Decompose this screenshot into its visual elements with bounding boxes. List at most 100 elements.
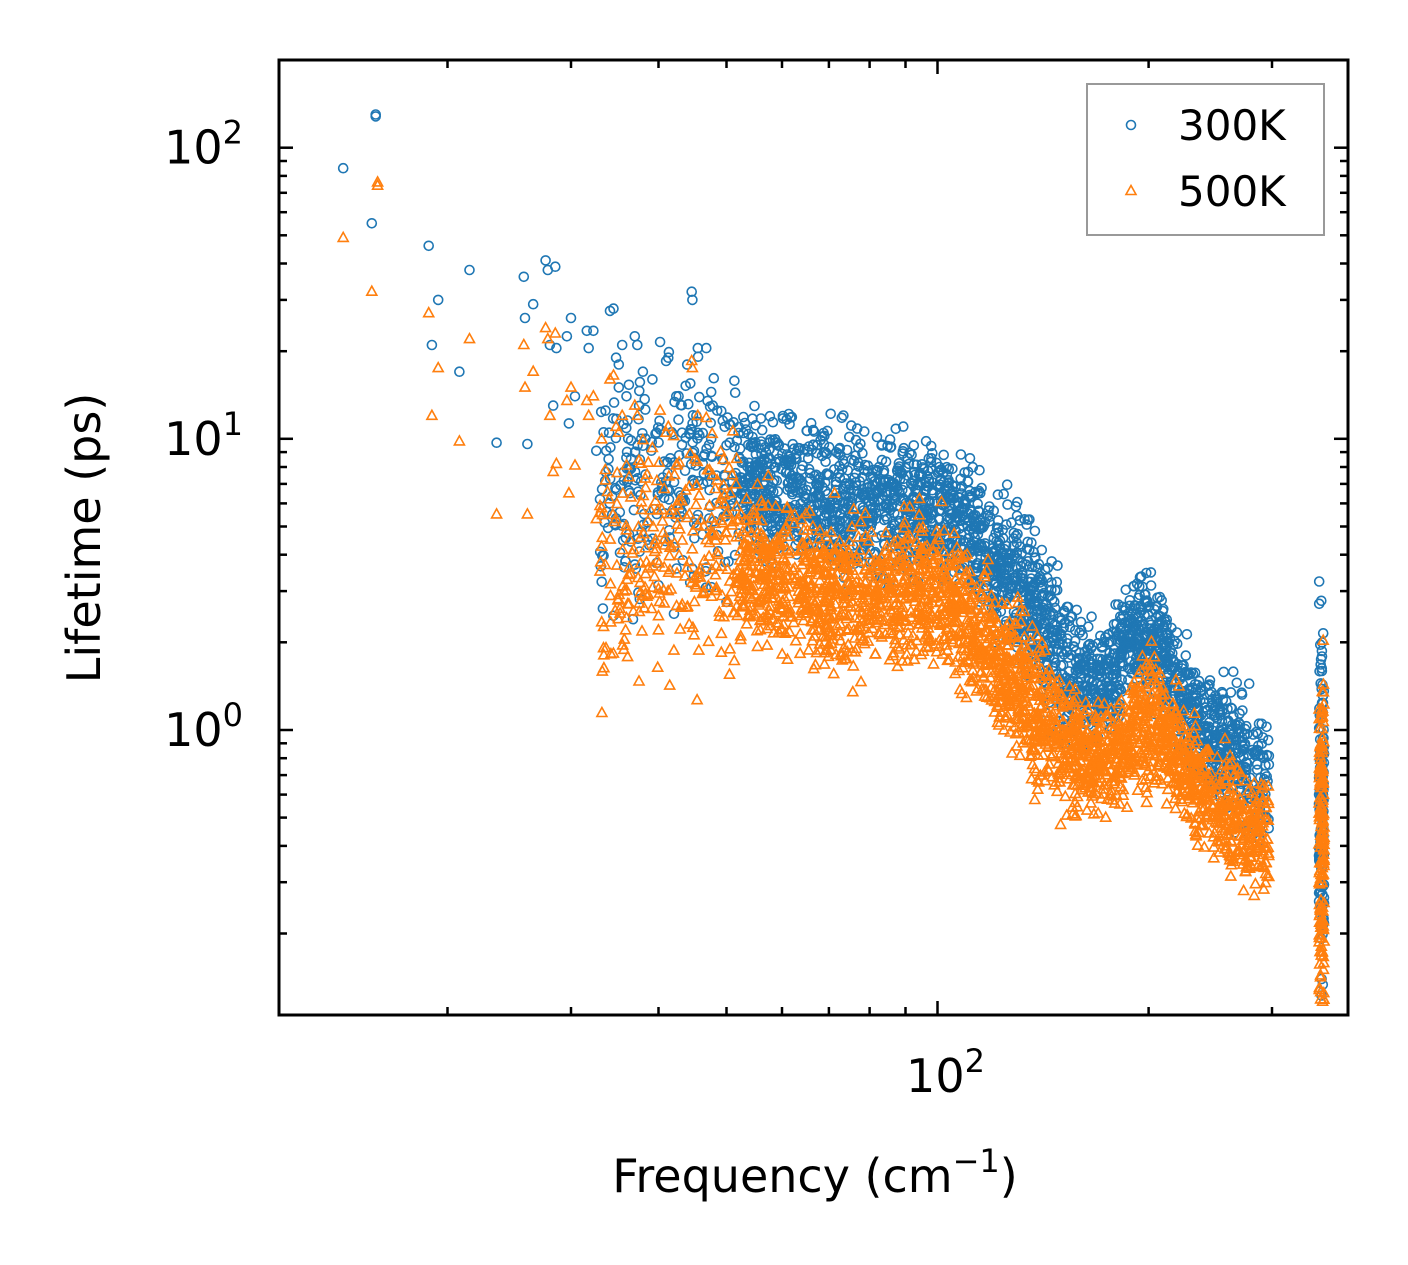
data-point <box>517 337 531 350</box>
data-point <box>860 492 872 504</box>
data-point <box>1253 718 1265 730</box>
data-point <box>806 519 820 531</box>
data-point <box>673 390 684 402</box>
data-point <box>649 494 662 506</box>
data-point <box>740 492 753 504</box>
data-point <box>1115 635 1126 646</box>
data-point <box>613 359 625 370</box>
data-point <box>597 661 611 673</box>
data-point <box>1210 694 1222 705</box>
data-point <box>632 604 646 617</box>
data-point <box>873 486 884 498</box>
data-point <box>705 433 717 445</box>
data-point <box>957 509 968 521</box>
data-point <box>709 533 723 545</box>
data-point <box>1261 771 1272 782</box>
data-point <box>811 439 823 451</box>
data-point <box>1156 658 1168 670</box>
data-point <box>1008 527 1020 539</box>
data-point <box>731 608 744 621</box>
data-point <box>692 351 704 363</box>
data-point <box>1071 604 1082 616</box>
data-point <box>1228 666 1239 678</box>
data-point <box>733 528 745 539</box>
data-point <box>697 427 709 439</box>
data-point <box>1031 595 1043 607</box>
data-point <box>964 485 976 497</box>
data-point <box>1145 580 1157 591</box>
data-point <box>709 568 722 580</box>
data-point <box>837 512 849 524</box>
data-point <box>620 555 631 567</box>
data-point <box>678 569 692 581</box>
data-point <box>920 477 931 489</box>
data-point <box>1154 656 1165 668</box>
data-point <box>1250 750 1261 761</box>
data-point <box>723 642 737 654</box>
data-point <box>1039 564 1051 575</box>
data-point <box>690 454 704 467</box>
data-point <box>691 570 705 582</box>
data-point <box>371 178 384 190</box>
data-point <box>836 464 848 475</box>
data-point <box>884 434 896 445</box>
data-point <box>1259 768 1271 780</box>
data-point <box>725 494 737 506</box>
data-point <box>974 464 985 476</box>
data-point <box>1014 541 1026 553</box>
data-point <box>1050 784 1064 797</box>
data-point <box>1316 662 1328 674</box>
data-point <box>633 400 645 412</box>
data-point <box>594 555 608 567</box>
data-point <box>1023 561 1035 572</box>
data-point <box>902 470 914 481</box>
data-point <box>1176 695 1187 706</box>
data-point <box>519 312 531 324</box>
data-point <box>865 521 877 533</box>
data-point <box>628 398 642 410</box>
data-point <box>841 444 853 456</box>
data-point <box>691 518 705 530</box>
data-point <box>607 368 620 380</box>
data-point <box>1185 685 1197 697</box>
data-point <box>883 503 894 514</box>
data-point <box>620 583 634 595</box>
data-point <box>708 372 720 384</box>
data-point <box>633 575 647 588</box>
data-point <box>834 449 846 461</box>
data-point <box>908 493 920 505</box>
data-point <box>984 501 995 512</box>
data-point <box>621 452 632 464</box>
data-point <box>1083 639 1094 651</box>
data-point <box>598 557 612 570</box>
data-point <box>1139 595 1150 607</box>
data-point <box>689 497 703 510</box>
data-point <box>1159 613 1170 625</box>
data-point <box>1122 632 1134 644</box>
data-point <box>716 516 730 528</box>
data-point <box>598 550 609 561</box>
data-point <box>621 649 634 662</box>
data-point <box>1239 738 1251 750</box>
data-point <box>962 476 974 487</box>
data-point <box>671 498 684 510</box>
data-point <box>670 457 684 470</box>
data-point <box>988 570 1000 582</box>
data-point <box>1198 697 1210 708</box>
data-point <box>833 443 845 455</box>
data-point <box>655 502 669 515</box>
data-point <box>721 504 734 517</box>
data-point <box>702 579 715 591</box>
data-point <box>1181 696 1193 708</box>
data-point <box>764 410 776 422</box>
data-point <box>637 366 649 378</box>
data-point <box>621 596 635 609</box>
data-point <box>1200 720 1211 732</box>
data-point <box>785 473 796 484</box>
data-point <box>568 458 582 470</box>
data-point <box>518 271 530 283</box>
data-point <box>687 294 698 306</box>
data-point <box>634 502 648 515</box>
data-point <box>560 393 574 406</box>
